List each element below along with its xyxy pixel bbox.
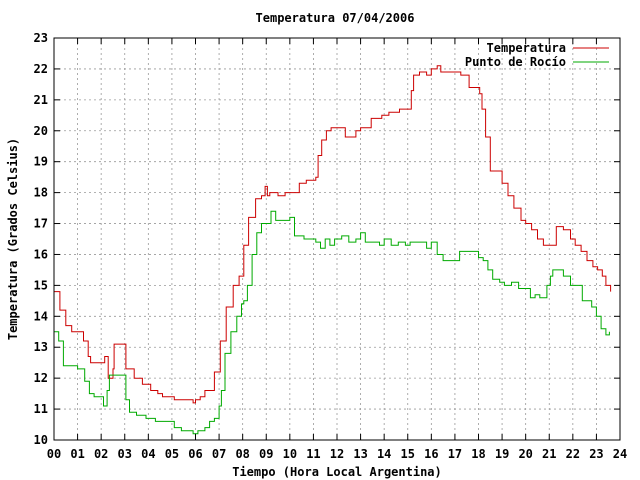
x-tick-label: 18 bbox=[471, 447, 485, 461]
legend-label: Punto de Rocío bbox=[465, 55, 566, 69]
y-tick-label: 19 bbox=[34, 155, 48, 169]
y-tick-label: 11 bbox=[34, 402, 48, 416]
series-line-punto-de-rocio bbox=[54, 210, 610, 435]
y-tick-label: 16 bbox=[34, 247, 48, 261]
x-tick-label: 09 bbox=[259, 447, 273, 461]
x-axis-label: Tiempo (Hora Local Argentina) bbox=[232, 465, 442, 479]
y-tick-label: 18 bbox=[34, 186, 48, 200]
x-tick-label: 22 bbox=[566, 447, 580, 461]
series-line-temperatura bbox=[54, 65, 612, 404]
series-layer bbox=[54, 65, 612, 435]
x-tick-label: 15 bbox=[401, 447, 415, 461]
y-tick-label: 15 bbox=[34, 278, 48, 292]
y-tick-label: 10 bbox=[34, 433, 48, 447]
y-tick-label: 23 bbox=[34, 31, 48, 45]
legend-label: Temperatura bbox=[487, 41, 566, 55]
x-tick-label: 13 bbox=[353, 447, 367, 461]
x-tick-label: 21 bbox=[542, 447, 556, 461]
x-tick-label: 11 bbox=[306, 447, 320, 461]
y-tick-label: 14 bbox=[34, 309, 48, 323]
x-tick-label: 07 bbox=[212, 447, 226, 461]
y-tick-label: 13 bbox=[34, 340, 48, 354]
x-tick-label: 12 bbox=[330, 447, 344, 461]
x-tick-label: 16 bbox=[424, 447, 438, 461]
x-tick-label: 24 bbox=[613, 447, 627, 461]
x-tick-label: 06 bbox=[188, 447, 202, 461]
x-tick-label: 04 bbox=[141, 447, 155, 461]
y-tick-label: 12 bbox=[34, 371, 48, 385]
y-tick-label: 21 bbox=[34, 93, 48, 107]
x-tick-label: 08 bbox=[235, 447, 249, 461]
y-tick-label: 17 bbox=[34, 217, 48, 231]
x-tick-label: 03 bbox=[118, 447, 132, 461]
y-axis: 10 11 12 13 14 15 16 17 18 19 20 21 22 23 bbox=[34, 31, 620, 447]
x-axis: 00 01 02 03 04 05 06 07 08 09 10 11 12 13 14 15 16 17 18 19… bbox=[47, 38, 627, 461]
y-axis-label: Temperatura (Grados Celsius) bbox=[6, 138, 20, 340]
x-tick-label: 01 bbox=[70, 447, 84, 461]
chart-title: Temperatura 07/04/2006 bbox=[256, 11, 415, 25]
x-tick-label: 10 bbox=[283, 447, 297, 461]
y-tick-label: 20 bbox=[34, 124, 48, 138]
x-tick-label: 00 bbox=[47, 447, 61, 461]
x-tick-label: 14 bbox=[377, 447, 391, 461]
x-tick-label: 02 bbox=[94, 447, 108, 461]
x-tick-label: 23 bbox=[589, 447, 603, 461]
x-tick-label: 17 bbox=[448, 447, 462, 461]
x-tick-label: 20 bbox=[518, 447, 532, 461]
y-tick-label: 22 bbox=[34, 62, 48, 76]
x-tick-label: 19 bbox=[495, 447, 509, 461]
x-tick-label: 05 bbox=[165, 447, 179, 461]
